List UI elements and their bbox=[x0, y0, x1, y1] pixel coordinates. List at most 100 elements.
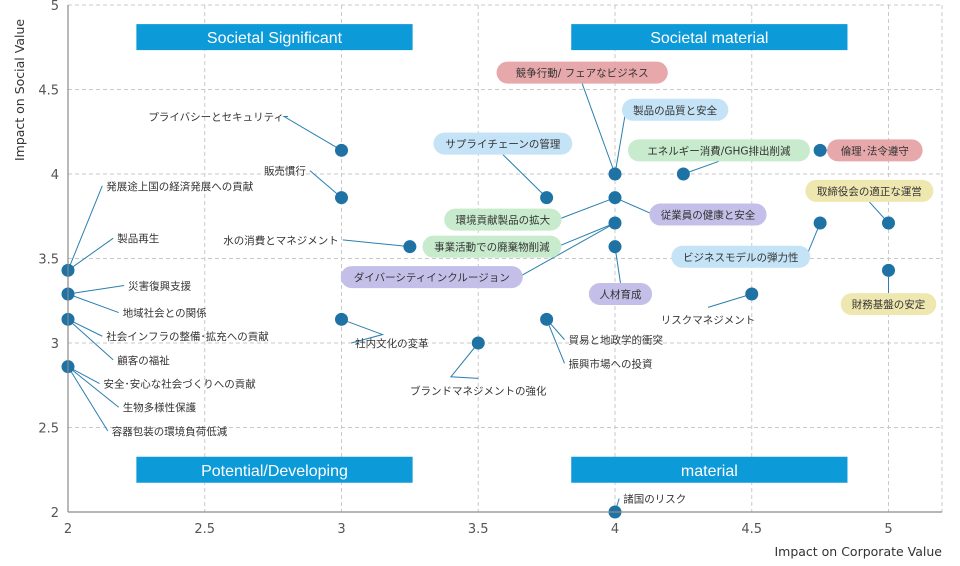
point-label-pill bbox=[340, 266, 523, 289]
data-point bbox=[813, 216, 827, 230]
point-label-pill bbox=[805, 179, 934, 202]
x-tick-label: 3.5 bbox=[468, 522, 489, 537]
y-tick-label: 2 bbox=[51, 506, 59, 521]
point-label-pill bbox=[496, 61, 668, 84]
x-tick-label: 4 bbox=[611, 522, 619, 537]
leader-line bbox=[449, 342, 479, 379]
leader-line bbox=[614, 197, 654, 216]
data-point bbox=[335, 191, 348, 205]
quadrant-banner bbox=[571, 24, 848, 51]
leader-line bbox=[518, 222, 616, 278]
point-label: サプライチェーンの管理 bbox=[445, 138, 560, 151]
point-label: 環境貢献製品の拡大 bbox=[456, 214, 551, 227]
data-point bbox=[540, 191, 554, 205]
data-point bbox=[608, 240, 622, 254]
y-tick-label: 5 bbox=[51, 0, 59, 14]
point-label-pill bbox=[588, 282, 653, 305]
leader-line bbox=[581, 83, 616, 175]
point-label: 財務基盤の安定 bbox=[852, 298, 926, 311]
point-label: 社会インフラの整備･拡充への貢献 bbox=[106, 330, 269, 343]
point-label: 振興市場への投資 bbox=[569, 357, 653, 370]
point-label: 事業活動での廃棄物削減 bbox=[434, 241, 550, 254]
point-label: エネルギー消費/GHG排出削減 bbox=[647, 144, 791, 157]
point-label: 諸国のリスク bbox=[623, 492, 686, 505]
point-label: 貿易と地政学的衝突 bbox=[569, 334, 664, 347]
leader-line bbox=[341, 318, 385, 344]
point-label-pill bbox=[671, 245, 811, 268]
quadrant-banners: Societal Significant Societal material Pot… bbox=[136, 24, 848, 483]
data-point bbox=[608, 167, 622, 181]
point-label: 倫理･法令遵守 bbox=[841, 144, 909, 157]
leader-line bbox=[557, 222, 616, 248]
leader-line bbox=[67, 185, 103, 271]
point-label: 発展途上国の経済発展への貢献 bbox=[106, 180, 253, 193]
point-label: 製品の品質と安全 bbox=[633, 104, 717, 117]
point-label-pill bbox=[827, 139, 923, 162]
point-label: 災害復興支援 bbox=[128, 280, 191, 293]
point-label: 販売慣行 bbox=[264, 165, 306, 178]
point-label: 安全･安心な社会づくりへの貢献 bbox=[104, 378, 257, 391]
x-tick-label: 4.5 bbox=[741, 522, 762, 537]
leader-line bbox=[707, 293, 752, 308]
y-tick-label: 3.5 bbox=[38, 253, 59, 268]
data-point bbox=[335, 143, 348, 157]
leader-line bbox=[282, 116, 342, 151]
leader-line bbox=[502, 154, 547, 199]
point-label-pill bbox=[422, 235, 562, 258]
y-tick-label: 2.5 bbox=[38, 422, 59, 437]
data-point bbox=[335, 312, 348, 326]
data-point bbox=[540, 312, 554, 326]
leader-line bbox=[67, 318, 114, 361]
y-axis-title: Impact on Social Value bbox=[12, 19, 27, 161]
point-label: 競争行動/ フェアなビジネス bbox=[516, 67, 649, 80]
leader-line bbox=[614, 109, 627, 175]
data-point bbox=[745, 287, 759, 301]
axes-layer: 2 2.5 3 3.5 4 4.5 5 2 2.5 3 3.5 4 4.5 5 bbox=[38, 0, 942, 537]
x-tick-label: 3 bbox=[337, 522, 345, 537]
point-label: 取締役会の適正な運営 bbox=[817, 185, 922, 198]
point-label: ブランドマネジメントの強化 bbox=[410, 384, 547, 397]
point-label: 従業員の健康と安全 bbox=[661, 209, 756, 222]
leader-line bbox=[342, 239, 410, 248]
leader-line bbox=[546, 319, 565, 364]
x-tick-label: 2 bbox=[64, 522, 72, 537]
quadrant-label: Potential/Developing bbox=[201, 463, 348, 480]
point-label-pill bbox=[627, 139, 810, 162]
data-point bbox=[471, 336, 485, 350]
data-point bbox=[813, 143, 827, 157]
y-tick-label: 3 bbox=[51, 337, 59, 352]
point-label: 容器包装の環境負荷低減 bbox=[112, 425, 228, 438]
quadrant-banner bbox=[136, 24, 413, 51]
point-label-pill bbox=[433, 132, 573, 155]
leader-line bbox=[67, 293, 119, 314]
quadrant-label: Societal material bbox=[650, 30, 768, 47]
data-points bbox=[61, 143, 895, 519]
point-label: ダイバーシティインクルージョン bbox=[354, 271, 510, 284]
leader-line bbox=[309, 170, 342, 199]
point-label: プライバシーとセキュリティ bbox=[148, 112, 284, 124]
point-label-pill bbox=[840, 293, 937, 316]
point-label: 水の消費とマネジメント bbox=[223, 234, 339, 247]
point-label: ビジネスモデルの弾力性 bbox=[683, 251, 799, 264]
data-point bbox=[882, 216, 895, 230]
leader-line bbox=[67, 237, 114, 271]
data-point bbox=[403, 240, 417, 254]
x-tick-label: 2.5 bbox=[194, 522, 215, 537]
point-label: 人材育成 bbox=[599, 288, 641, 301]
point-label: 製品再生 bbox=[117, 232, 159, 245]
data-point bbox=[608, 191, 622, 205]
data-point bbox=[676, 167, 690, 181]
quadrant-label: Societal Significant bbox=[207, 30, 343, 47]
leader-line bbox=[67, 366, 120, 408]
point-label: リスクマネジメント bbox=[661, 314, 756, 326]
data-point bbox=[882, 263, 895, 277]
y-tick-label: 4.5 bbox=[38, 84, 59, 99]
point-label-pill bbox=[649, 203, 767, 226]
x-axis-title: Impact on Corporate Value bbox=[774, 544, 942, 559]
y-tick-label: 4 bbox=[51, 168, 59, 183]
point-label-pill bbox=[621, 98, 729, 121]
leader-line bbox=[67, 366, 109, 432]
point-label-pill bbox=[444, 208, 562, 231]
